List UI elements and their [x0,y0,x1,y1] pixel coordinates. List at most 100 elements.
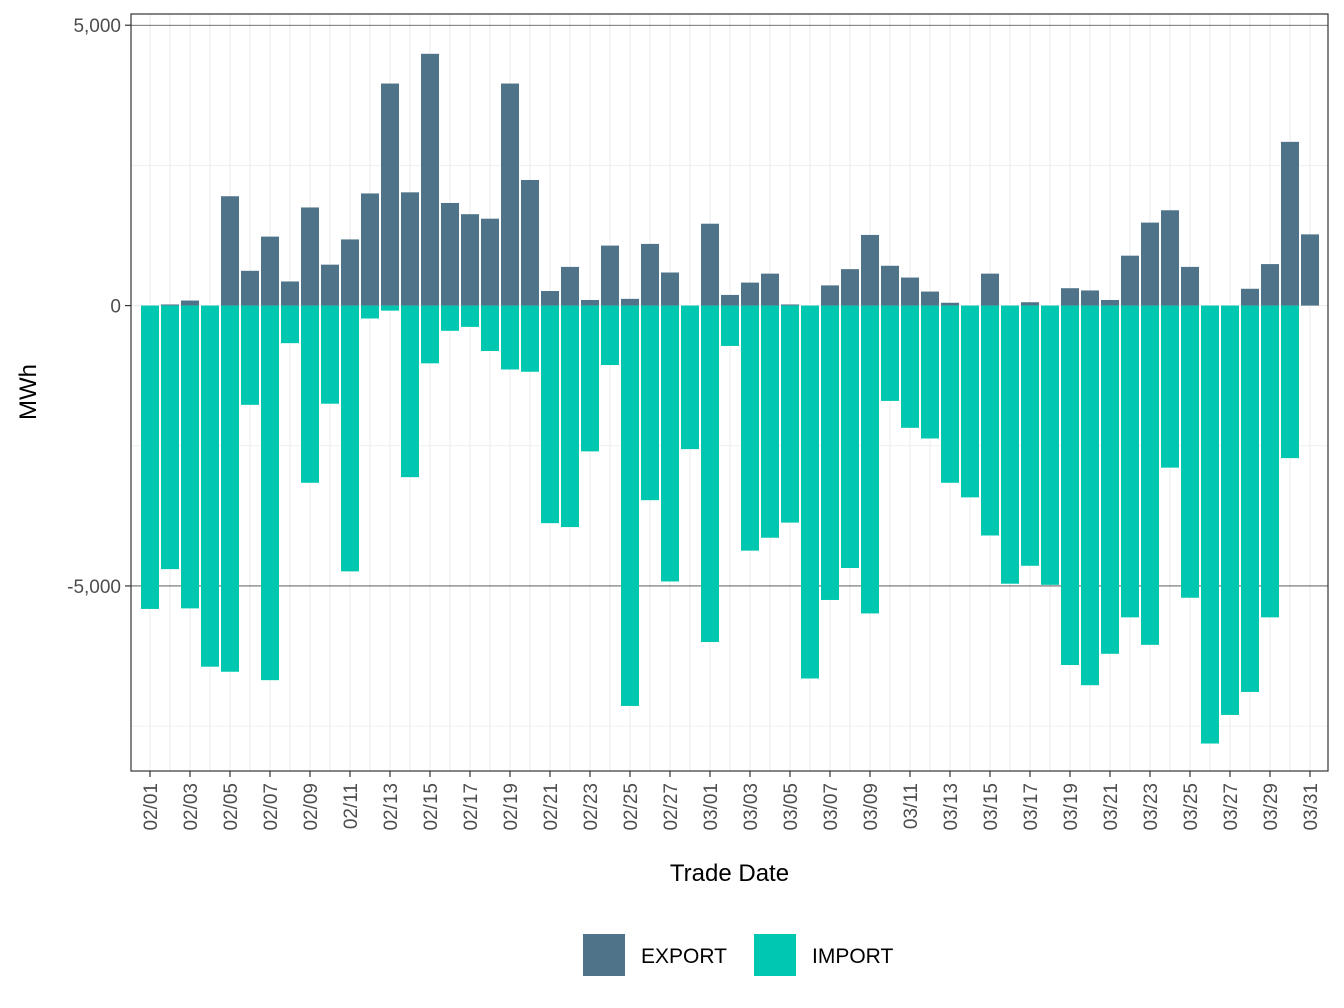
bar-export-03-13 [941,302,959,306]
legend: EXPORT IMPORT [583,934,893,976]
bar-import-03-21 [1101,305,1119,654]
bar-export-03-22 [1121,255,1139,306]
bar-import-02-14 [401,305,419,478]
bar-import-03-27 [1221,305,1239,715]
bar-export-03-02 [721,294,739,306]
bar-export-02-09 [301,207,319,306]
x-tick-label: 03/01 [701,783,722,831]
bar-export-02-22 [561,266,579,306]
x-tick-label: 03/19 [1061,783,1082,831]
x-tick-label: 02/05 [221,783,242,831]
x-tick-label: 02/03 [181,783,202,831]
bar-import-02-03 [181,305,199,609]
bar-export-03-07 [821,285,839,306]
bar-export-02-26 [641,243,659,306]
bar-import-02-09 [301,305,319,483]
x-tick-label: 02/19 [501,783,522,831]
bar-export-03-31 [1301,234,1319,306]
x-tick-label: 02/13 [381,783,402,831]
bar-export-03-04 [761,273,779,306]
y-tick-label: 0 [110,297,121,318]
bar-import-03-15 [981,305,999,536]
bar-import-03-25 [1181,305,1199,598]
bar-import-02-25 [621,305,639,706]
bar-import-02-16 [441,305,459,331]
bar-import-02-17 [461,305,479,327]
bar-import-02-19 [501,305,519,370]
bar-import-02-20 [521,305,539,372]
x-tick-label: 03/27 [1221,783,1242,831]
bar-import-02-27 [661,305,679,582]
bar-import-02-18 [481,305,499,352]
x-tick-label: 03/11 [901,783,922,829]
bar-export-02-03 [181,300,199,306]
legend-label-import: IMPORT [812,945,893,968]
bars [141,53,1319,744]
bar-export-02-15 [421,53,439,306]
x-tick-label: 03/07 [821,783,842,831]
y-tick-label: 5,000 [73,16,121,37]
x-tick-label: 03/15 [981,783,1002,831]
bar-import-03-17 [1021,305,1039,566]
bar-export-02-10 [321,264,339,306]
bar-import-02-23 [581,305,599,452]
bar-export-03-30 [1281,141,1299,306]
bar-import-03-24 [1161,305,1179,468]
bar-import-03-14 [961,305,979,498]
x-tick-label: 02/01 [141,783,162,831]
bar-import-02-06 [241,305,259,405]
bar-export-02-21 [541,291,559,306]
x-axis: 02/01 02/03 02/05 02/07 02/09 02/11 02/13 02/15… [141,771,1322,831]
x-tick-label: 02/07 [261,783,282,831]
bar-export-02-08 [281,281,299,306]
bar-export-03-28 [1241,288,1259,306]
bar-import-02-07 [261,305,279,681]
bar-export-03-19 [1061,288,1079,306]
bar-export-02-19 [501,83,519,306]
bar-import-03-07 [821,305,839,600]
bar-import-03-02 [721,305,739,346]
x-tick-label: 02/23 [581,783,602,831]
bar-export-03-25 [1181,266,1199,306]
bar-export-03-08 [841,269,859,306]
bar-export-03-03 [741,282,759,306]
x-tick-label: 02/09 [301,783,322,831]
bar-export-03-12 [921,291,939,306]
bar-import-02-24 [601,305,619,366]
legend-key-import [754,934,796,976]
x-tick-label: 02/21 [541,783,562,831]
bar-export-03-23 [1141,222,1159,306]
bar-import-03-10 [881,305,899,401]
bar-import-02-21 [541,305,559,524]
bar-export-03-29 [1261,264,1279,306]
bar-import-03-03 [741,305,759,551]
bar-export-02-12 [361,193,379,306]
bar-import-03-16 [1001,305,1019,584]
bar-import-02-08 [281,305,299,344]
x-tick-label: 02/15 [421,783,442,831]
x-tick-label: 02/27 [661,783,682,831]
bar-export-03-17 [1021,302,1039,306]
bar-export-02-06 [241,270,259,306]
x-tick-label: 02/25 [621,783,642,831]
x-tick-label: 03/09 [861,783,882,831]
bar-import-02-11 [341,305,359,572]
bar-import-02-13 [381,305,399,311]
bar-export-03-01 [701,223,719,306]
bar-export-02-16 [441,202,459,306]
y-axis: 5,000 0 -5,000 [67,16,131,598]
bar-import-02-02 [161,305,179,570]
bar-import-03-26 [1201,305,1219,744]
bar-import-03-20 [1081,305,1099,686]
y-tick-label: -5,000 [67,577,121,598]
bar-export-02-05 [221,196,239,306]
bar-export-02-07 [261,236,279,306]
bar-import-03-09 [861,305,879,614]
bar-export-02-25 [621,298,639,306]
bar-import-02-15 [421,305,439,364]
x-tick-label: 03/31 [1301,783,1322,831]
bar-import-03-11 [901,305,919,428]
bar-export-03-24 [1161,210,1179,306]
x-tick-label: 02/17 [461,783,482,831]
x-tick-label: 03/25 [1181,783,1202,831]
